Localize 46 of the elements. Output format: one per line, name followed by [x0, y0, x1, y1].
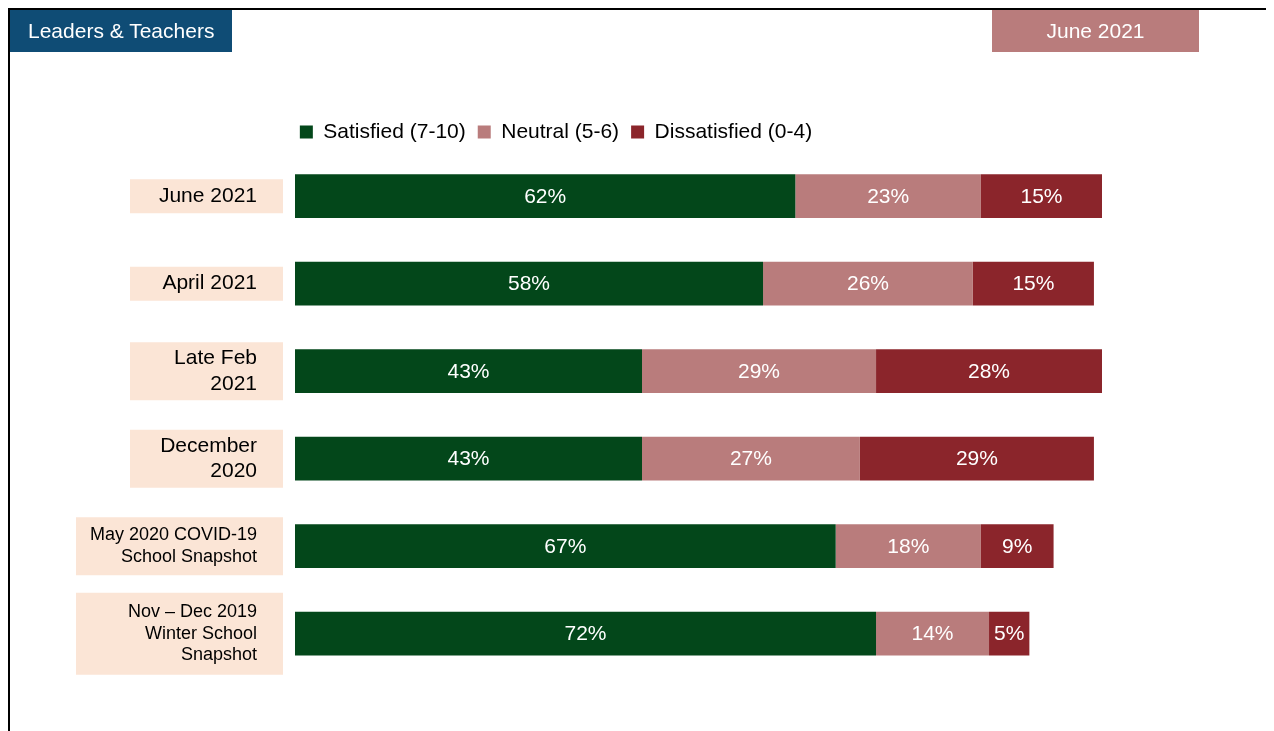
data-label: 58% — [508, 271, 551, 295]
data-label: 43% — [447, 446, 490, 470]
data-label: 14% — [911, 621, 954, 645]
y-tick-label: May 2020 COVID-19 School Snapshot — [89, 524, 257, 566]
y-tick-label: Late Feb 2021 — [174, 345, 257, 394]
y-tick-label: December 2020 — [160, 432, 257, 482]
bar — [763, 261, 973, 306]
data-label: 67% — [544, 533, 587, 557]
bar — [295, 174, 796, 219]
legend-label: Satisfied (7-10) — [323, 118, 466, 142]
data-label: 72% — [564, 621, 607, 645]
data-label: 29% — [955, 446, 998, 470]
data-label: 43% — [447, 358, 490, 382]
data-label: 29% — [738, 358, 781, 382]
y-tick-label: Nov – Dec 2019 Winter School Snapshot — [127, 601, 257, 665]
bar — [876, 611, 990, 656]
bar — [859, 436, 1094, 481]
y-tick-label: April 2021 — [162, 270, 257, 294]
data-label: 23% — [867, 183, 910, 207]
data-label: 26% — [846, 271, 889, 295]
y-tick-label: June 2021 — [158, 182, 257, 206]
data-label: 18% — [887, 533, 930, 557]
data-label: 28% — [968, 358, 1011, 382]
bar — [295, 611, 877, 656]
bar — [980, 174, 1102, 219]
bar — [795, 174, 981, 219]
bar — [642, 436, 860, 481]
data-label: 5% — [994, 621, 1025, 645]
data-label: 62% — [524, 183, 567, 207]
bar — [972, 261, 1094, 306]
legend-label: Dissatisfied (0-4) — [654, 118, 813, 142]
bar — [980, 524, 1054, 569]
bar — [876, 349, 1102, 394]
bar — [295, 524, 836, 569]
data-label: 9% — [1002, 533, 1033, 557]
data-label: 27% — [729, 446, 772, 470]
bar — [295, 349, 643, 394]
bar — [295, 261, 764, 306]
text: Leaders & Teachers — [10, 10, 233, 52]
bar — [642, 349, 877, 394]
bar — [835, 524, 981, 569]
chart-subtitle: June 2021 — [992, 10, 1199, 52]
data-label: 15% — [1012, 271, 1055, 295]
data-label: 15% — [1020, 183, 1063, 207]
bar — [295, 436, 643, 481]
legend-label: Neutral (5-6) — [501, 118, 620, 142]
